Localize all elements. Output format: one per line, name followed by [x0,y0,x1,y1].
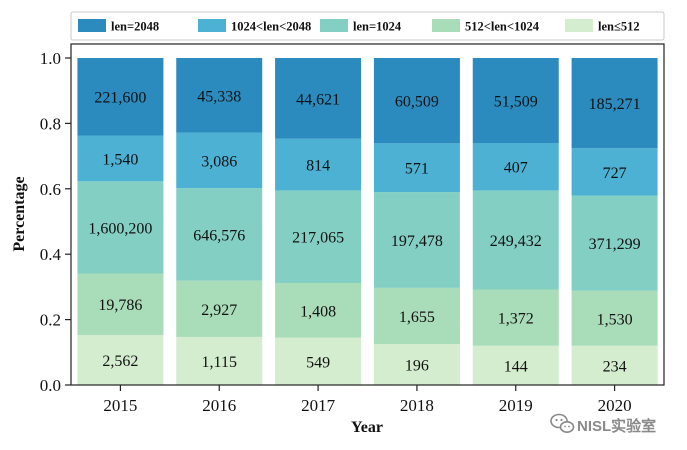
x-tick-label: 2020 [598,396,632,415]
data-label: 2,562 [102,353,138,370]
data-label: 60,509 [395,94,439,111]
x-tick-label: 2017 [301,396,336,415]
data-label: 44,621 [296,91,340,108]
bar-segment [571,195,658,291]
y-tick-label: 0.6 [40,180,61,199]
bar-segment [77,135,164,182]
legend-entry: 1024<len<2048 [198,19,311,34]
bar-segment [176,280,263,337]
data-label: 407 [504,160,528,177]
bar-segment [571,345,658,385]
legend-swatch [78,19,106,32]
legend-label: len=2048 [111,20,159,34]
legend-swatch [432,19,460,32]
x-tick-label: 2019 [499,396,533,415]
data-label: 221,600 [94,90,146,107]
data-label: 144 [504,358,528,375]
bar-segment [275,138,362,191]
legend-swatch [198,19,226,32]
y-tick-label: 1.0 [40,49,61,68]
bar-segment [373,143,460,193]
bar-segment [571,58,658,149]
x-tick-label: 2016 [202,396,236,415]
bar-segment [472,345,559,385]
bar-segment [77,181,164,274]
legend-entry: len≤512 [565,19,640,34]
x-axis-title: Year [351,419,383,436]
data-label: 185,271 [589,96,641,113]
data-label: 249,432 [490,233,542,250]
watermark-text: NISL实验室 [577,417,656,435]
data-label: 3,086 [201,153,237,170]
wechat-icon [550,413,575,433]
y-axis-title: Percentage [11,176,28,251]
data-label: 196 [405,358,429,375]
legend-label: 512<len<1024 [465,20,540,34]
y-axis: 0.0 0.2 0.4 0.6 0.8 1.0 [40,49,71,395]
bar-segment [472,190,559,290]
data-label: 646,576 [193,227,245,244]
data-label: 51,509 [494,94,538,111]
watermark: NISL实验室 [550,413,656,435]
x-tick-label: 2018 [400,396,434,415]
data-label: 45,338 [197,88,241,105]
bar-segment [275,282,362,338]
data-label: 19,786 [98,297,142,314]
data-label: 234 [603,358,627,375]
x-axis: 2015 2016 2017 2018 2019 2020 [103,385,632,415]
bar-segment [373,287,460,345]
bar-segment [275,58,362,139]
data-label: 217,065 [292,230,344,247]
legend-label: len≤512 [598,20,640,34]
bar-segment [472,58,559,144]
data-label: 1,540 [102,151,138,168]
data-label: 814 [306,158,330,175]
data-label: 1,600,200 [88,220,152,237]
data-labels-layer: 2,562 19,786 1,600,200 1,540 221,600 1,115 2,9… [88,88,640,375]
bar-segment [176,188,263,281]
data-label: 1,655 [399,309,435,326]
bar-segment [373,192,460,288]
data-label: 1,408 [300,303,336,320]
legend-label: 1024<len<2048 [231,20,311,34]
bar-segment [275,190,362,283]
bar-segment [176,58,263,133]
bar-segment [472,143,559,191]
data-label: 1,115 [202,354,237,371]
data-label: 2,927 [201,302,237,319]
legend-entry: len=1024 [320,19,402,34]
legend: len=2048 1024<len<2048 len=1024 512<len<102… [70,11,665,41]
legend-entry: len=2048 [78,19,159,34]
data-label: 371,299 [589,236,641,253]
y-tick-label: 0.4 [40,245,62,264]
bars-layer [77,58,658,385]
x-tick-label: 2015 [103,396,137,415]
y-tick-label: 0.0 [40,376,61,395]
data-label: 727 [603,165,627,182]
data-label: 549 [306,354,330,371]
y-tick-label: 0.2 [40,311,61,330]
data-label: 1,372 [498,311,534,328]
data-label: 1,530 [597,311,633,328]
bar-segment [571,148,658,196]
bar-segment [472,289,559,346]
legend-label: len=1024 [353,20,402,34]
data-label: 197,478 [391,233,443,250]
bar-segment [77,273,164,335]
bar-segment [373,344,460,385]
legend-entry: 512<len<1024 [432,19,540,34]
bar-segment [77,334,164,385]
bar-segment [176,132,263,189]
legend-swatch [565,19,593,32]
plot-frame [70,43,665,386]
bar-segment [176,336,263,385]
y-tick-label: 0.8 [40,114,61,133]
bar-segment [373,58,460,144]
legend-swatch [320,19,348,32]
bar-segment [77,58,164,136]
bar-segment [275,337,362,385]
bar-segment [571,290,658,346]
data-label: 571 [405,161,429,178]
